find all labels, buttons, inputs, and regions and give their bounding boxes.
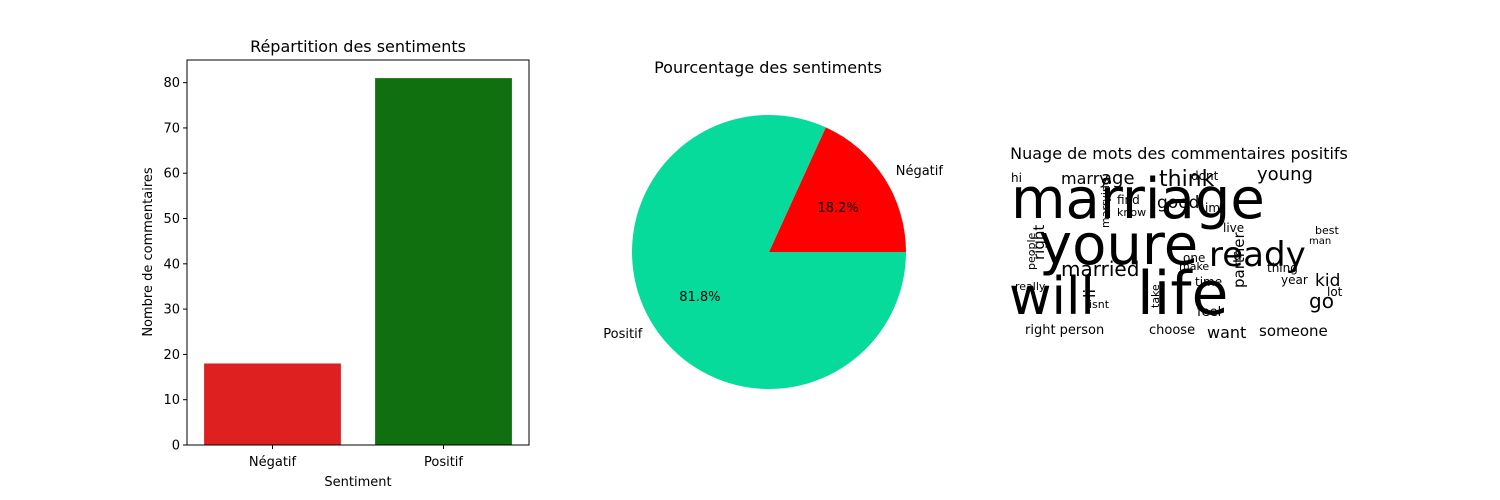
wordcloud-word: go	[1309, 289, 1334, 313]
wordcloud-word: choose	[1149, 323, 1195, 338]
wordcloud-word: best	[1315, 224, 1339, 237]
wordcloud-word: live	[1223, 221, 1244, 235]
wordcloud-word: partner	[1230, 232, 1248, 288]
wordcloud-title: Nuage de mots des commentaires positifs	[1010, 144, 1348, 163]
wordcloud-word: life	[1137, 259, 1228, 329]
bar-ytick-label: 60	[163, 167, 180, 182]
bar-ytick-label: 0	[172, 439, 180, 454]
wordcloud-word: im	[1205, 201, 1220, 215]
pie-slice-0	[769, 127, 906, 252]
wordcloud-word: ready	[1209, 235, 1306, 275]
wordcloud-word: find	[1117, 193, 1140, 207]
wordcloud-word: married	[1061, 257, 1139, 281]
wordcloud-word: take	[1149, 284, 1162, 308]
bar-chart: Répartition des sentiments 0 10 20 30 40 50 60…	[141, 37, 530, 490]
bar-0	[204, 363, 341, 445]
wordcloud-word: young	[1257, 164, 1313, 185]
bar-ytick-label: 40	[163, 257, 180, 272]
bar-ytick-label: 20	[163, 348, 180, 363]
wordcloud-chart: Nuage de mots des commentaires positifs …	[1009, 144, 1349, 342]
bar-y-axis-label: Nombre de commentaires	[141, 167, 156, 337]
wordcloud-word: man	[1309, 236, 1331, 247]
wordcloud-word: isnt	[1089, 298, 1110, 311]
wordcloud-word: really	[1015, 280, 1046, 293]
wordcloud-word: feel	[1197, 305, 1221, 320]
bar-1	[375, 78, 512, 445]
wordcloud-word: know	[1117, 206, 1146, 219]
pie-chart-title: Pourcentage des sentiments	[654, 58, 882, 77]
wordcloud-word: want	[1207, 323, 1246, 342]
wordcloud-word: marrying	[1099, 178, 1112, 228]
wordcloud-word: kid	[1315, 271, 1340, 291]
bar-plot-frame	[186, 59, 530, 446]
pie-slices	[632, 115, 907, 390]
wordcloud-word: youre	[1039, 213, 1198, 278]
bar-ytick-label: 80	[163, 76, 180, 91]
wordcloud-word: good	[1157, 193, 1199, 213]
wordcloud-word: age	[1101, 168, 1135, 189]
wordcloud-word: marriage	[1011, 167, 1265, 232]
pie-labels: Négatif 18.2% Positif 81.8%	[603, 164, 943, 342]
bar-ytick-label: 70	[163, 121, 180, 136]
wordcloud-word: will	[1009, 267, 1095, 327]
bar-xtick-label: Positif	[424, 455, 463, 470]
wordcloud-word: make	[1179, 260, 1209, 273]
wordcloud-word: dont	[1191, 169, 1219, 183]
bar-y-axis-ticks: 0 10 20 30 40 50 60 70 80	[163, 76, 187, 454]
bar-ytick-label: 30	[163, 303, 180, 318]
wordcloud-word: year	[1281, 273, 1308, 287]
wordcloud-word: people	[1025, 232, 1038, 270]
bar-ytick-label: 10	[163, 393, 180, 408]
pie-pct-label: 81.8%	[679, 290, 720, 305]
wordcloud-word: thing	[1267, 261, 1298, 275]
bar-x-axis-label: Sentiment	[324, 475, 391, 490]
pie-label: Positif	[603, 327, 642, 342]
pie-chart: Pourcentage des sentiments Négatif 18.2% P…	[603, 58, 943, 390]
pie-label: Négatif	[896, 164, 944, 179]
pie-slice-1	[632, 115, 907, 390]
bar-ytick-label: 50	[163, 212, 180, 227]
bar-series	[204, 78, 512, 445]
wordcloud-word: u	[1233, 248, 1242, 264]
wordcloud-word: think	[1159, 167, 1215, 192]
wordcloud-word: hi	[1011, 171, 1022, 185]
wordcloud-word: li	[1080, 289, 1099, 298]
bar-x-axis-ticks: Négatif Positif	[249, 445, 463, 470]
wordcloud-word: time	[1195, 275, 1222, 289]
wordcloud-word: marry	[1061, 169, 1109, 188]
wordcloud-word: right person	[1025, 323, 1104, 338]
bar-chart-title: Répartition des sentiments	[250, 37, 466, 56]
bar-xtick-label: Négatif	[249, 455, 297, 470]
pie-pct-label: 18.2%	[817, 201, 858, 216]
wordcloud-word: one	[1183, 251, 1205, 265]
wordcloud-word: right	[1030, 225, 1048, 260]
wordcloud-word: someone	[1259, 322, 1328, 340]
wordcloud-word: lot	[1327, 285, 1343, 299]
